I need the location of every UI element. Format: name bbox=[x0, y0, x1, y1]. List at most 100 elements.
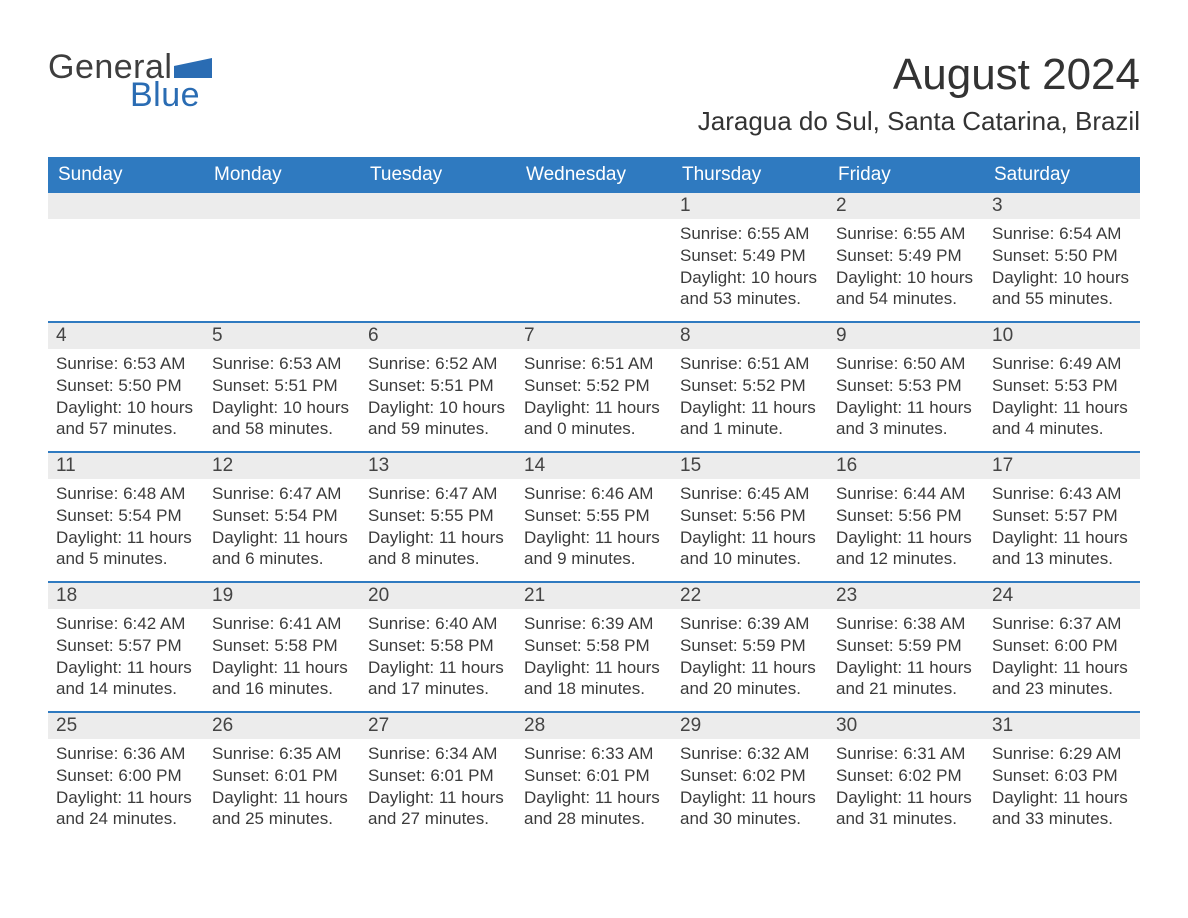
day-number-strip: 3 bbox=[984, 193, 1140, 219]
day-number: 17 bbox=[992, 455, 1013, 476]
day-body: Sunrise: 6:39 AMSunset: 5:58 PMDaylight:… bbox=[516, 609, 672, 706]
day-sunset-text: Sunset: 5:55 PM bbox=[368, 505, 508, 527]
day-sunset-text: Sunset: 6:01 PM bbox=[368, 765, 508, 787]
day-dl1-text: Daylight: 10 hours bbox=[836, 267, 976, 289]
day-sunset-text: Sunset: 5:59 PM bbox=[680, 635, 820, 657]
day-dl1-text: Daylight: 11 hours bbox=[524, 397, 664, 419]
day-sunrise-text: Sunrise: 6:41 AM bbox=[212, 613, 352, 635]
day-dl2-text: and 27 minutes. bbox=[368, 808, 508, 830]
day-number: 18 bbox=[56, 585, 77, 606]
day-dl2-text: and 16 minutes. bbox=[212, 678, 352, 700]
day-number-strip: 20 bbox=[360, 583, 516, 609]
day-number-strip bbox=[516, 193, 672, 219]
day-sunset-text: Sunset: 6:02 PM bbox=[836, 765, 976, 787]
day-body: Sunrise: 6:47 AMSunset: 5:54 PMDaylight:… bbox=[204, 479, 360, 576]
day-body: Sunrise: 6:47 AMSunset: 5:55 PMDaylight:… bbox=[360, 479, 516, 576]
day-sunrise-text: Sunrise: 6:36 AM bbox=[56, 743, 196, 765]
day-number-strip: 18 bbox=[48, 583, 204, 609]
day-cell: 28Sunrise: 6:33 AMSunset: 6:01 PMDayligh… bbox=[516, 713, 672, 841]
day-number-strip: 31 bbox=[984, 713, 1140, 739]
day-cell: 5Sunrise: 6:53 AMSunset: 5:51 PMDaylight… bbox=[204, 323, 360, 451]
day-number-strip: 10 bbox=[984, 323, 1140, 349]
day-sunrise-text: Sunrise: 6:34 AM bbox=[368, 743, 508, 765]
day-sunset-text: Sunset: 5:56 PM bbox=[680, 505, 820, 527]
day-body bbox=[48, 219, 204, 229]
day-number-strip: 1 bbox=[672, 193, 828, 219]
day-dl1-text: Daylight: 11 hours bbox=[212, 787, 352, 809]
day-number-strip bbox=[360, 193, 516, 219]
day-dl1-text: Daylight: 11 hours bbox=[836, 787, 976, 809]
day-dl2-text: and 5 minutes. bbox=[56, 548, 196, 570]
day-dl1-text: Daylight: 10 hours bbox=[212, 397, 352, 419]
day-sunrise-text: Sunrise: 6:49 AM bbox=[992, 353, 1132, 375]
day-number: 6 bbox=[368, 325, 379, 346]
day-sunrise-text: Sunrise: 6:51 AM bbox=[524, 353, 664, 375]
day-cell: 12Sunrise: 6:47 AMSunset: 5:54 PMDayligh… bbox=[204, 453, 360, 581]
day-dl1-text: Daylight: 11 hours bbox=[992, 657, 1132, 679]
week-row: 11 Sunrise: 6:48 AMSunset: 5:54 PMDayligh… bbox=[48, 451, 1140, 581]
day-body: Sunrise: 6:34 AMSunset: 6:01 PMDaylight:… bbox=[360, 739, 516, 836]
day-number-strip: 14 bbox=[516, 453, 672, 479]
weeks-container: 1Sunrise: 6:55 AMSunset: 5:49 PMDaylight… bbox=[48, 193, 1140, 841]
day-dl1-text: Daylight: 11 hours bbox=[56, 787, 196, 809]
day-dl1-text: Daylight: 11 hours bbox=[368, 527, 508, 549]
day-body: Sunrise: 6:44 AMSunset: 5:56 PMDaylight:… bbox=[828, 479, 984, 576]
day-sunrise-text: Sunrise: 6:45 AM bbox=[680, 483, 820, 505]
day-dl1-text: Daylight: 11 hours bbox=[836, 657, 976, 679]
day-number-strip: 25 bbox=[48, 713, 204, 739]
day-dl1-text: Daylight: 11 hours bbox=[992, 787, 1132, 809]
weekday-header-row: Sunday Monday Tuesday Wednesday Thursday… bbox=[48, 157, 1140, 193]
day-sunset-text: Sunset: 6:00 PM bbox=[56, 765, 196, 787]
day-dl2-text: and 57 minutes. bbox=[56, 418, 196, 440]
day-dl2-text: and 54 minutes. bbox=[836, 288, 976, 310]
month-title: August 2024 bbox=[698, 50, 1140, 100]
day-dl2-text: and 59 minutes. bbox=[368, 418, 508, 440]
day-dl2-text: and 18 minutes. bbox=[524, 678, 664, 700]
day-sunrise-text: Sunrise: 6:47 AM bbox=[212, 483, 352, 505]
day-number: 29 bbox=[680, 715, 701, 736]
day-body: Sunrise: 6:48 AMSunset: 5:54 PMDaylight:… bbox=[48, 479, 204, 576]
day-number-strip: 6 bbox=[360, 323, 516, 349]
day-number: 10 bbox=[992, 325, 1013, 346]
day-number: 21 bbox=[524, 585, 545, 606]
day-dl2-text: and 20 minutes. bbox=[680, 678, 820, 700]
day-dl1-text: Daylight: 10 hours bbox=[992, 267, 1132, 289]
day-dl1-text: Daylight: 11 hours bbox=[680, 527, 820, 549]
day-number: 11 bbox=[56, 455, 76, 476]
day-sunrise-text: Sunrise: 6:48 AM bbox=[56, 483, 196, 505]
day-cell bbox=[360, 193, 516, 321]
day-body: Sunrise: 6:37 AMSunset: 6:00 PMDaylight:… bbox=[984, 609, 1140, 706]
day-sunset-text: Sunset: 5:49 PM bbox=[836, 245, 976, 267]
day-number: 14 bbox=[524, 455, 545, 476]
day-dl1-text: Daylight: 10 hours bbox=[680, 267, 820, 289]
day-dl2-text: and 6 minutes. bbox=[212, 548, 352, 570]
day-dl1-text: Daylight: 11 hours bbox=[680, 397, 820, 419]
day-dl1-text: Daylight: 11 hours bbox=[368, 657, 508, 679]
day-dl2-text: and 17 minutes. bbox=[368, 678, 508, 700]
day-body: Sunrise: 6:41 AMSunset: 5:58 PMDaylight:… bbox=[204, 609, 360, 706]
weekday-header: Tuesday bbox=[360, 157, 516, 193]
day-cell: 19 Sunrise: 6:41 AMSunset: 5:58 PMDayligh… bbox=[204, 583, 360, 711]
day-cell: 21 Sunrise: 6:39 AMSunset: 5:58 PMDayligh… bbox=[516, 583, 672, 711]
day-sunrise-text: Sunrise: 6:55 AM bbox=[836, 223, 976, 245]
day-dl2-text: and 4 minutes. bbox=[992, 418, 1132, 440]
day-cell: 16Sunrise: 6:44 AMSunset: 5:56 PMDayligh… bbox=[828, 453, 984, 581]
day-body: Sunrise: 6:55 AMSunset: 5:49 PMDaylight:… bbox=[672, 219, 828, 316]
day-cell: 23Sunrise: 6:38 AMSunset: 5:59 PMDayligh… bbox=[828, 583, 984, 711]
brand-logo: General Blue bbox=[48, 50, 212, 112]
weekday-header: Sunday bbox=[48, 157, 204, 193]
day-sunset-text: Sunset: 6:03 PM bbox=[992, 765, 1132, 787]
day-sunrise-text: Sunrise: 6:38 AM bbox=[836, 613, 976, 635]
day-body: Sunrise: 6:31 AMSunset: 6:02 PMDaylight:… bbox=[828, 739, 984, 836]
day-number: 20 bbox=[368, 585, 389, 606]
day-number-strip: 24 bbox=[984, 583, 1140, 609]
day-number-strip: 19 bbox=[204, 583, 360, 609]
day-body: Sunrise: 6:39 AMSunset: 5:59 PMDaylight:… bbox=[672, 609, 828, 706]
weekday-header: Friday bbox=[828, 157, 984, 193]
day-dl2-text: and 53 minutes. bbox=[680, 288, 820, 310]
day-body: Sunrise: 6:43 AMSunset: 5:57 PMDaylight:… bbox=[984, 479, 1140, 576]
day-number-strip: 9 bbox=[828, 323, 984, 349]
day-body: Sunrise: 6:45 AMSunset: 5:56 PMDaylight:… bbox=[672, 479, 828, 576]
day-sunrise-text: Sunrise: 6:42 AM bbox=[56, 613, 196, 635]
day-number: 19 bbox=[212, 585, 233, 606]
